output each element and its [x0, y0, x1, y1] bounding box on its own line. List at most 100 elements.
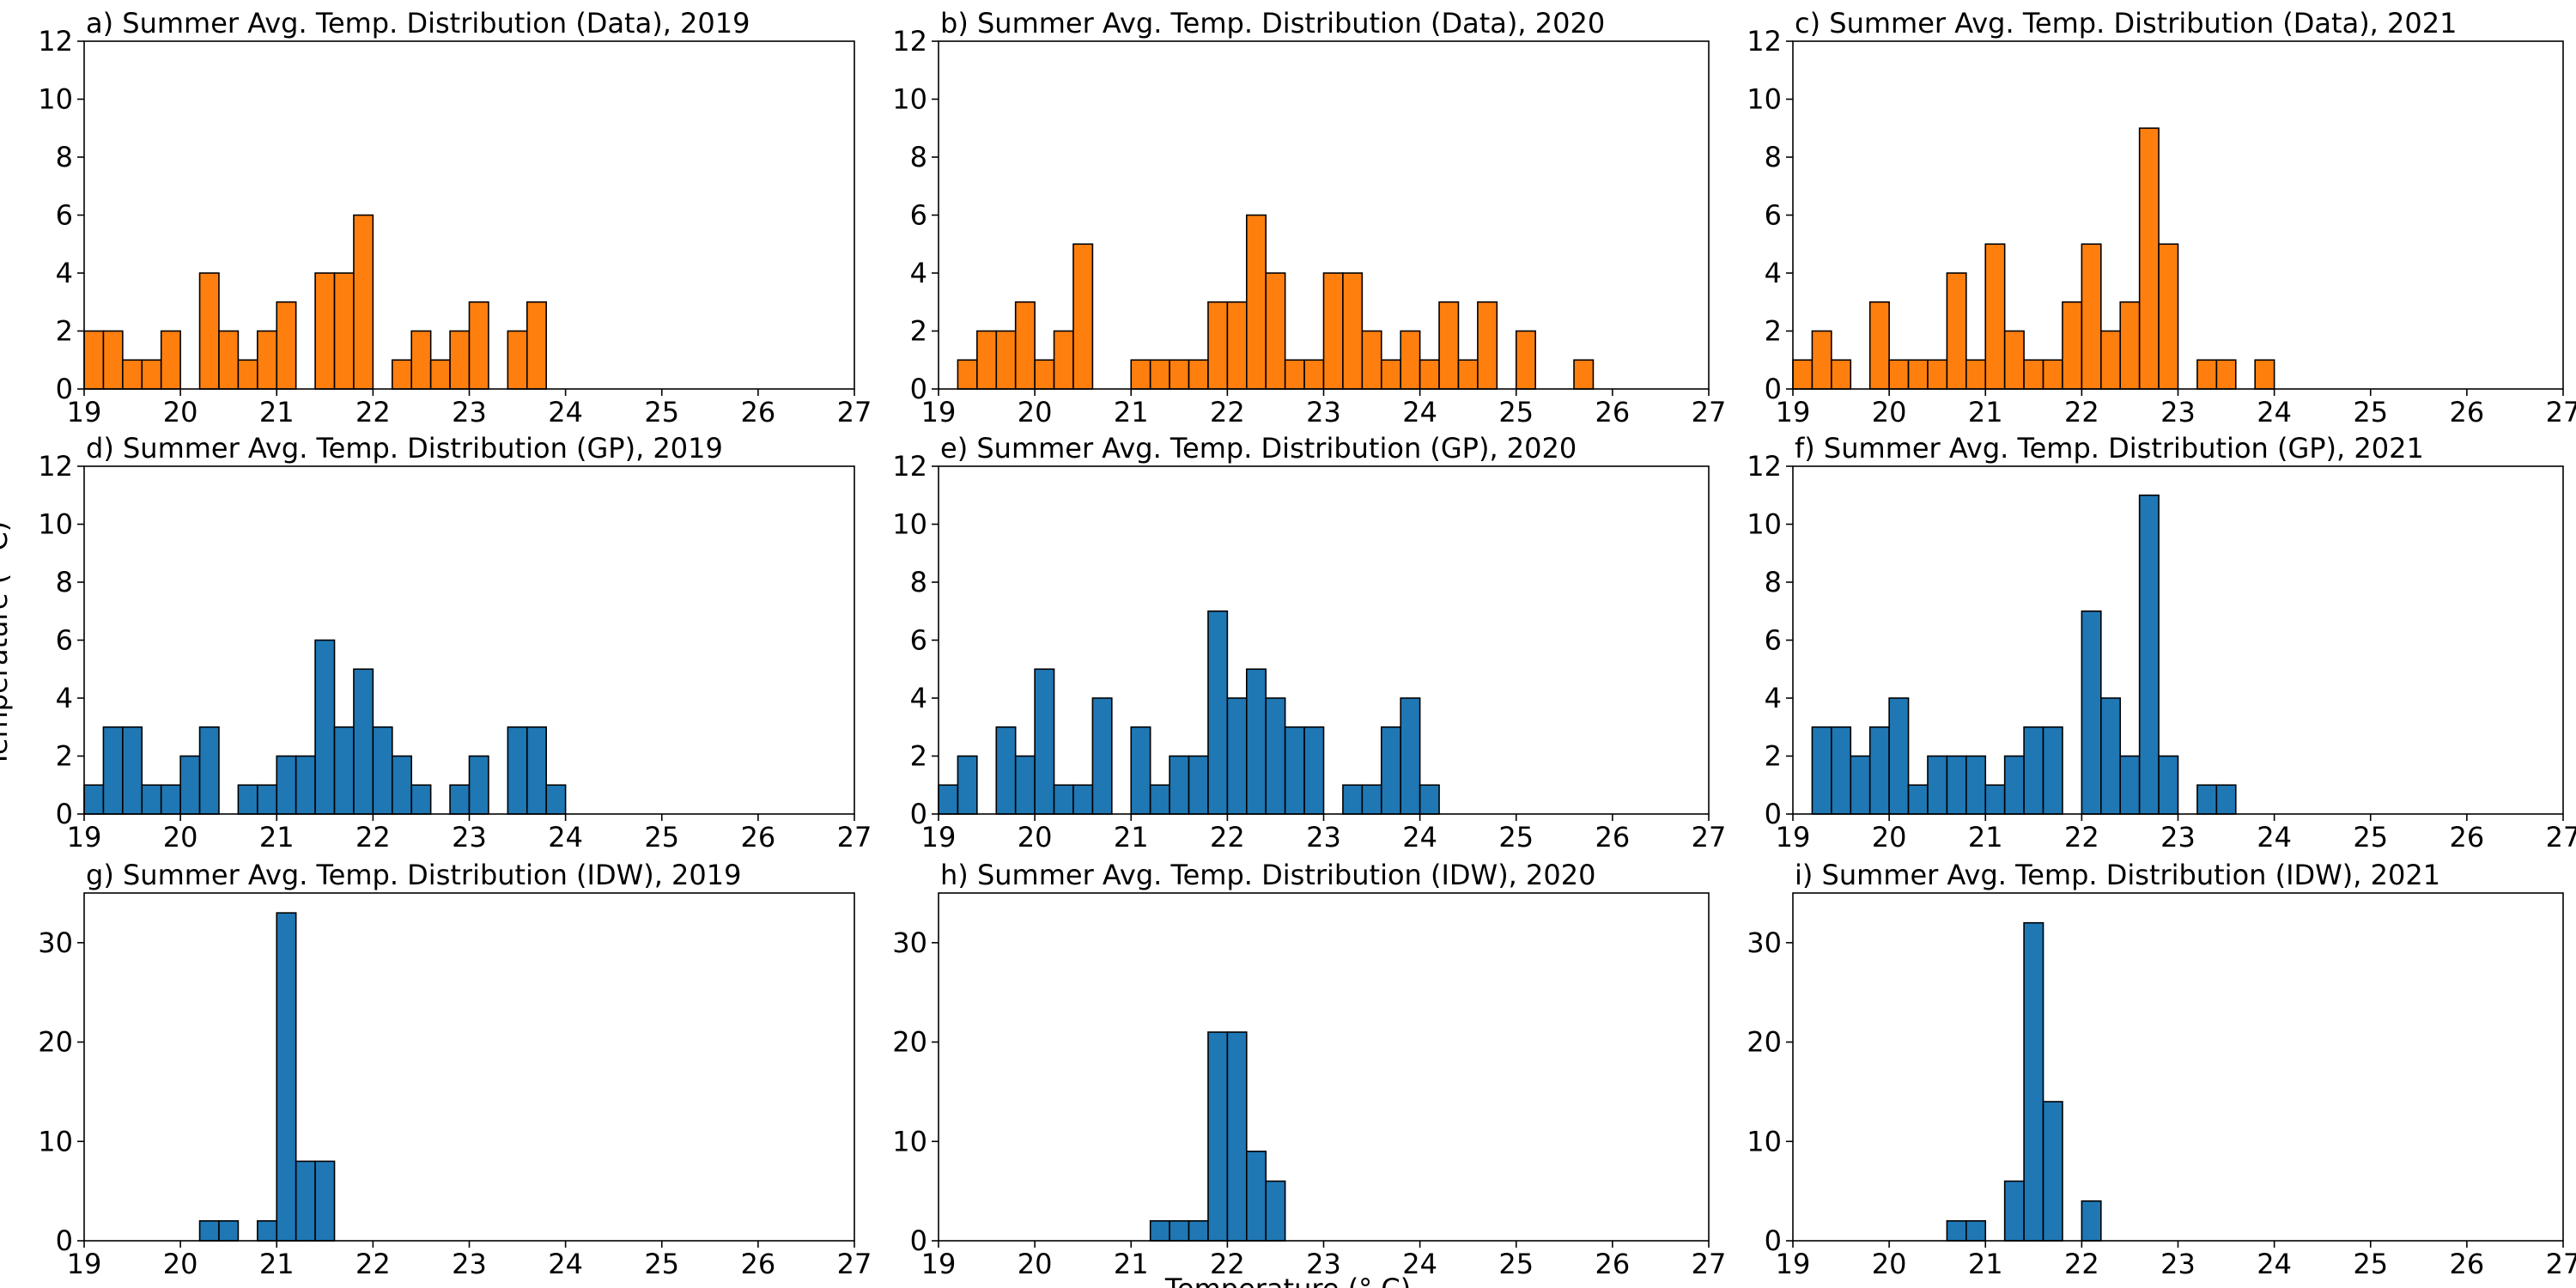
panel-title: e) Summer Avg. Temp. Distribution (GP), …	[940, 432, 1577, 465]
histogram-bar	[2081, 243, 2102, 390]
x-tick-label: 22	[2064, 396, 2099, 428]
histogram-bar	[2062, 301, 2083, 390]
x-tick-label: 23	[1306, 396, 1341, 428]
histogram-bar	[2003, 755, 2025, 815]
x-tick-label: 24	[1402, 396, 1437, 428]
histogram-panel: 19 20 21 22 23 24 25 26 27 0 10 20 30 g) Summer Avg. …	[38, 859, 872, 1280]
histogram-panel: 19 20 21 22 23 24 25 26 27 0 10 20 30 h) Summer Avg. …	[892, 859, 1726, 1280]
y-tick-label: 10	[1747, 1125, 1782, 1157]
histogram-bar	[2042, 726, 2063, 815]
histogram-bar	[1207, 301, 1229, 390]
x-tick-label: 25	[2353, 396, 2388, 428]
histogram-bar	[1792, 359, 1814, 390]
histogram-bar	[1169, 359, 1190, 390]
x-tick-label: 21	[1114, 821, 1149, 854]
x-tick-label: 22	[2064, 821, 2099, 854]
x-tick-label: 22	[355, 396, 391, 428]
y-tick-label: 4	[56, 682, 73, 714]
histogram-bar	[1284, 359, 1305, 390]
histogram-bar	[1984, 243, 2006, 390]
x-tick-label: 20	[1018, 1248, 1053, 1280]
histogram-bar	[1226, 1031, 1248, 1242]
x-tick-label: 23	[2160, 1248, 2196, 1280]
y-tick-label: 0	[910, 798, 927, 830]
y-tick-label: 6	[910, 199, 927, 232]
x-tick-label: 19	[67, 1248, 102, 1280]
histogram-bar	[2100, 330, 2122, 390]
histogram-bar	[1361, 784, 1382, 815]
x-tick-label: 21	[259, 821, 295, 854]
histogram-bar	[1400, 330, 1421, 390]
histogram-bar	[198, 726, 220, 815]
x-tick-label: 21	[1968, 821, 2003, 854]
x-tick-label: 19	[67, 821, 102, 854]
y-tick-label: 12	[892, 25, 927, 58]
histogram-bar	[2100, 697, 2122, 815]
histogram-bar	[314, 272, 336, 390]
histogram-bar	[1149, 359, 1170, 390]
histogram-bar	[2003, 330, 2025, 390]
histogram-bar	[1850, 755, 1871, 815]
x-tick-label: 25	[1498, 396, 1534, 428]
y-tick-label: 6	[56, 199, 73, 232]
histogram-bar	[83, 784, 105, 815]
histogram-bar	[2023, 359, 2044, 390]
histogram-bar	[1342, 272, 1364, 390]
histogram-bar	[353, 668, 374, 815]
histogram-bar	[449, 784, 471, 815]
y-tick-label: 0	[1765, 1224, 1782, 1257]
histogram-bar	[1072, 784, 1094, 815]
y-tick-label: 10	[892, 1125, 927, 1157]
x-tick-label: 24	[2257, 396, 2292, 428]
y-tick-label: 20	[892, 1026, 927, 1059]
y-tick-label: 0	[56, 373, 73, 405]
x-tick-label: 27	[1692, 821, 1727, 854]
y-tick-label: 0	[56, 1224, 73, 1257]
y-tick-label: 6	[56, 624, 73, 657]
plot-frame	[938, 892, 1710, 1242]
x-tick-label: 26	[741, 1248, 776, 1280]
histogram-bar	[1169, 755, 1190, 815]
histogram-bar	[1419, 359, 1440, 390]
histogram-bar	[353, 214, 374, 390]
y-tick-label: 12	[38, 25, 73, 58]
x-tick-label: 22	[1210, 1248, 1245, 1280]
x-tick-label: 27	[837, 1248, 872, 1280]
x-tick-label: 20	[163, 396, 198, 428]
y-tick-label: 30	[38, 927, 73, 959]
histogram-bar	[976, 330, 998, 390]
y-tick-label: 8	[910, 141, 927, 173]
y-tick-label: 30	[1747, 927, 1782, 959]
x-tick-label: 20	[1018, 396, 1053, 428]
histogram-bar	[2042, 359, 2063, 390]
panel-title: a) Summer Avg. Temp. Distribution (Data)…	[86, 7, 750, 39]
histogram-bar	[257, 1220, 278, 1242]
histogram-bar	[391, 359, 413, 390]
histogram-bar	[1322, 272, 1344, 390]
figure-x-axis-label: Temperature (° C)	[1164, 1273, 1411, 1288]
y-tick-label: 4	[1765, 257, 1782, 289]
histogram-bar	[995, 726, 1017, 815]
x-tick-label: 25	[644, 1248, 679, 1280]
histogram-bar	[1888, 697, 1910, 815]
histogram-bar	[1868, 301, 1890, 390]
histogram-bar	[507, 726, 528, 815]
histogram-bar	[429, 359, 451, 390]
y-tick-label: 2	[56, 315, 73, 348]
x-tick-label: 27	[837, 821, 872, 854]
histogram-bar	[372, 726, 393, 815]
histogram-bar	[218, 1220, 240, 1242]
y-tick-label: 8	[1765, 141, 1782, 173]
y-tick-label: 2	[56, 740, 73, 773]
x-tick-label: 21	[1114, 396, 1149, 428]
x-tick-label: 24	[548, 1248, 583, 1280]
histogram-bar	[1169, 1220, 1190, 1242]
x-tick-label: 23	[2160, 396, 2196, 428]
histogram-bar	[526, 301, 548, 390]
y-tick-label: 10	[892, 83, 927, 116]
x-tick-label: 20	[1872, 1248, 1907, 1280]
panel-title: c) Summer Avg. Temp. Distribution (Data)…	[1795, 7, 2457, 39]
